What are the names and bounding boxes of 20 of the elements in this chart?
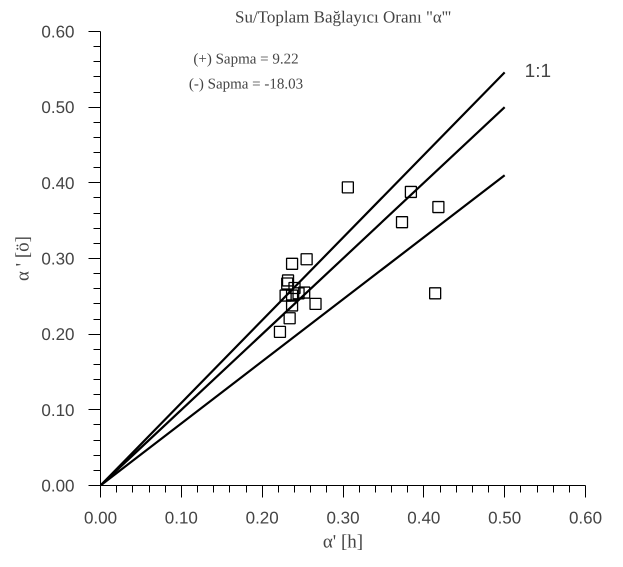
annotation: 1:1 xyxy=(524,61,552,82)
y-tick-label: 0.40 xyxy=(41,174,75,193)
x-tick-label: 0.20 xyxy=(246,508,279,528)
x-axis-title: α' [h] xyxy=(322,532,364,552)
annotation: (+) Sapma = 9.22 xyxy=(193,52,299,68)
y-tick-label: 0.60 xyxy=(41,22,75,42)
chart-title: Su/Toplam Bağlayıcı Oranı "α''' xyxy=(235,8,452,26)
y-axis-title: α ' [ö] xyxy=(12,236,34,282)
y-tick-label: 0.50 xyxy=(41,98,75,118)
x-tick-label: 0.30 xyxy=(326,508,360,528)
x-tick-label: 0.40 xyxy=(407,508,440,528)
annotation: (-) Sapma = -18.03 xyxy=(188,76,304,92)
x-tick-label: 0.10 xyxy=(164,508,198,528)
x-tick-label: 0.60 xyxy=(568,508,602,528)
y-tick-label: 0.00 xyxy=(41,476,75,496)
y-tick-label: 0.10 xyxy=(41,400,75,420)
y-tick-label: 0.20 xyxy=(41,325,75,344)
x-tick-label: 0.50 xyxy=(488,508,522,528)
y-tick-label: 0.30 xyxy=(41,250,75,268)
x-tick-label: 0.00 xyxy=(84,508,118,528)
